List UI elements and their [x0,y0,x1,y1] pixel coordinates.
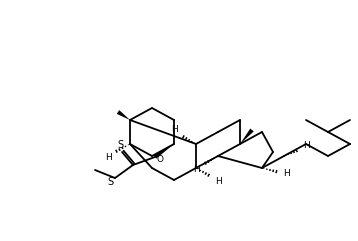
Text: S: S [107,177,113,187]
Text: H: H [171,126,177,134]
Text: H: H [303,141,309,150]
Text: H: H [215,178,221,187]
Text: H: H [105,154,111,162]
Text: H: H [282,169,289,179]
Text: O: O [156,155,164,165]
Text: H: H [193,166,199,174]
Polygon shape [154,144,174,159]
Polygon shape [117,110,130,120]
Polygon shape [240,128,254,144]
Text: S: S [117,140,123,150]
